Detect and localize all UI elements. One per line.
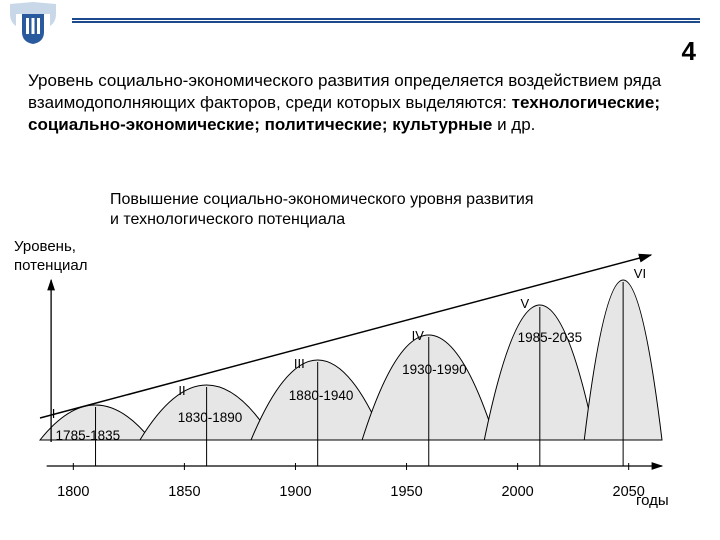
wave-label: 1880-1940	[289, 388, 354, 403]
tick-label: 1850	[159, 484, 209, 500]
wave-roman-II: II	[178, 383, 185, 398]
intro-suffix: и др.	[492, 115, 535, 134]
intro-text: Уровень социально-экономического развити…	[28, 70, 692, 135]
chart-title-line1: Повышение социально-экономического уровн…	[110, 191, 534, 208]
wave-label: 1785-1835	[56, 428, 121, 443]
header	[0, 0, 720, 36]
tick-label: 2000	[493, 484, 543, 500]
tick-label: 1800	[48, 484, 98, 500]
wave-label: 1930-1990	[402, 362, 467, 377]
wave-roman-VI: VI	[634, 266, 646, 281]
wave-label: 1985-2035	[518, 330, 583, 345]
tick-label: 2050	[604, 484, 654, 500]
tick-label: 1950	[382, 484, 432, 500]
wave-roman-III: III	[294, 356, 305, 371]
wave-label: 1830-1890	[178, 410, 243, 425]
wave-roman-V: V	[520, 296, 529, 311]
page-number: 4	[682, 36, 696, 67]
wave-roman-I: I	[52, 406, 56, 421]
tick-label: 1900	[270, 484, 320, 500]
wave-roman-IV: IV	[412, 328, 424, 343]
header-divider	[72, 18, 700, 24]
logo-badge	[8, 2, 58, 46]
kondratiev-waves-chart: I1785-1835 II 1830-1890 III 1880-1940 IV 1930-…	[22, 220, 682, 510]
